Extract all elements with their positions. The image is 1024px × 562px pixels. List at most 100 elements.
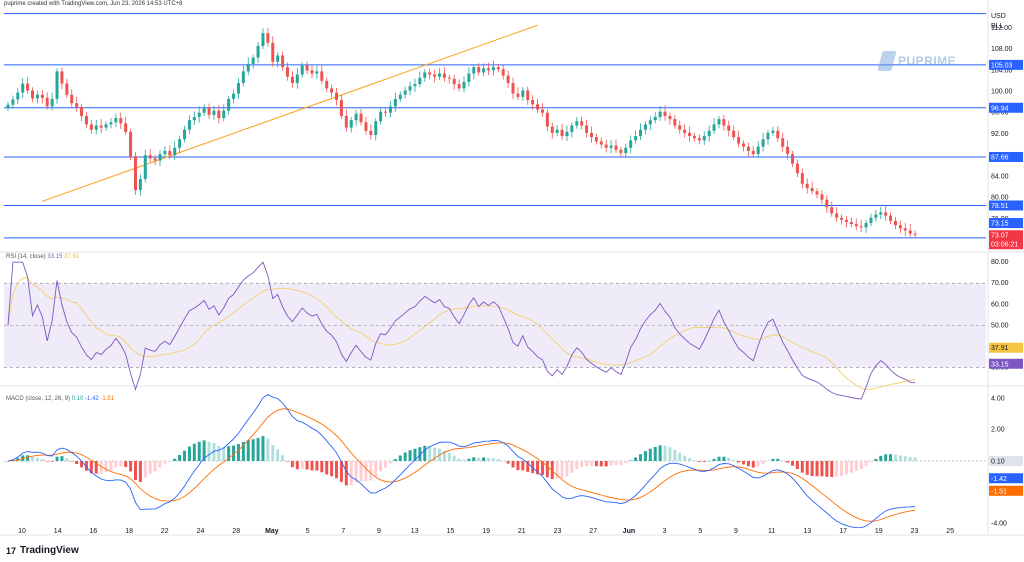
price-tag-bg (989, 102, 1023, 113)
candle-body (359, 113, 363, 123)
candle-body (114, 118, 118, 123)
macd-histogram-bar (354, 461, 358, 483)
time-tick-label: 10 (18, 528, 26, 535)
macd-histogram-bar (143, 461, 147, 478)
candle (55, 68, 59, 104)
macd-histogram-bar (844, 461, 848, 475)
macd-histogram-bar (751, 461, 755, 468)
macd-histogram-bar (624, 461, 628, 464)
candle (697, 134, 701, 145)
macd-histogram-bar (70, 461, 74, 462)
candle (153, 155, 157, 166)
macd-histogram-bar (565, 461, 569, 477)
macd-histogram-bar (442, 450, 446, 461)
rsi-legend-value: 33.15 (47, 254, 63, 260)
price-tick-label: 108.00 (991, 46, 1013, 53)
time-tick-label: 14 (54, 528, 62, 535)
candle-body (849, 221, 853, 225)
candle-body (94, 125, 98, 130)
candle (183, 125, 187, 143)
macd-histogram-bar (791, 461, 795, 466)
candle (874, 209, 878, 222)
candle-body (369, 130, 373, 136)
candle (526, 86, 530, 105)
macd-pane (4, 393, 986, 529)
candle-body (487, 68, 491, 71)
candle (472, 63, 476, 80)
candle-body (212, 110, 216, 115)
candle-body (178, 139, 182, 148)
candle (717, 115, 721, 129)
candle (6, 101, 10, 112)
macd-histogram-bar (305, 461, 309, 470)
candle (771, 126, 775, 137)
macd-histogram-bar (197, 441, 201, 461)
candle (727, 120, 731, 137)
macd-histogram-bar (491, 458, 495, 461)
candle-body (305, 65, 309, 71)
macd-signal-line (7, 408, 916, 522)
price-tag: 78.51 (989, 200, 1023, 211)
macd-line (7, 393, 916, 529)
candle (722, 115, 726, 131)
macd-legend: MACD (close, 12, 26, 9) 0.10 -1.42 -1.51 (6, 396, 114, 402)
macd-tick-label: 2.00 (991, 427, 1005, 434)
candle-body (688, 132, 692, 137)
candle (413, 78, 417, 92)
candle-body (751, 150, 755, 155)
macd-histogram-bar (310, 461, 314, 471)
candle-body (256, 45, 260, 58)
macd-histogram-bar (104, 461, 108, 473)
macd-value-tag: -1.42 (989, 473, 1023, 484)
macd-histogram-bar (536, 461, 540, 475)
price-pane (0, 0, 1024, 536)
macd-histogram-bar (575, 461, 579, 470)
candle-body (889, 215, 893, 221)
candle (354, 109, 358, 126)
candle-body (781, 138, 785, 147)
time-tick-label: 5 (306, 528, 310, 535)
candle (741, 140, 745, 152)
rsi-tag-text: 33.15 (991, 361, 1009, 368)
trendline (42, 24, 538, 202)
price-tick-label: 92.00 (991, 131, 1009, 138)
candle-body (643, 124, 647, 130)
candle (50, 92, 54, 111)
rsi-tick-label: 50.00 (991, 322, 1009, 329)
candle-body (624, 147, 628, 154)
candle (898, 220, 902, 234)
candle (879, 206, 883, 220)
macd-histogram-bar (619, 461, 623, 465)
candle (227, 95, 231, 115)
macd-histogram-bar (246, 440, 250, 461)
macd-histogram-bar (501, 460, 505, 462)
macd-histogram-bar (786, 461, 790, 463)
price-tick-label: 112.00 (991, 25, 1012, 32)
candle-body (276, 55, 280, 62)
candle-body (31, 90, 35, 99)
candle-body (202, 107, 206, 113)
candle (261, 28, 265, 50)
candle (65, 78, 69, 98)
candle-body (884, 212, 888, 216)
candle-body (859, 226, 863, 228)
tradingview-brand[interactable]: 17 TradingView (6, 545, 79, 556)
candle-body (521, 90, 525, 97)
macd-histogram-bar (477, 457, 481, 461)
macd-histogram-bar (330, 461, 334, 477)
candle-body (629, 140, 633, 148)
macd-histogram-bar (643, 451, 647, 461)
candle (89, 119, 93, 134)
rsi-pane (4, 261, 986, 400)
candle-body (384, 111, 388, 113)
macd-histogram-bar (276, 449, 280, 461)
candle (119, 112, 123, 129)
candle-body (604, 144, 608, 148)
candle-body (477, 67, 481, 73)
time-tick-label: 24 (197, 528, 205, 535)
candle-body (109, 122, 113, 125)
candle (124, 116, 128, 136)
candle (545, 109, 549, 132)
candle (737, 130, 741, 148)
